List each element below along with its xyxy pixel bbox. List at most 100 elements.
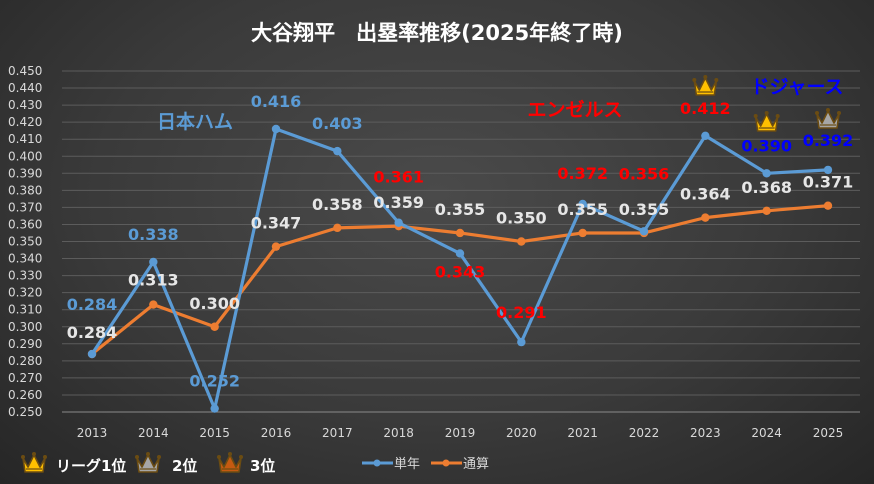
single-year-label: 0.403 [312, 114, 363, 133]
x-tick-label: 2020 [506, 426, 537, 440]
data-point [762, 169, 771, 178]
rank-legend-label: リーグ1位 [56, 457, 126, 475]
crown-icon [753, 111, 780, 132]
cumulative-label: 0.368 [741, 178, 792, 197]
cumulative-label: 0.313 [128, 271, 179, 290]
crown-body [22, 454, 46, 473]
data-point [455, 228, 465, 238]
cumulative-label: 0.355 [619, 200, 670, 219]
crown-jewel [826, 108, 830, 112]
data-point [333, 146, 342, 156]
single-year-label: 0.416 [251, 92, 302, 111]
team-era-label: エンゼルス [527, 98, 622, 121]
y-tick-label: 0.270 [8, 371, 42, 385]
crown-jewel [714, 78, 719, 82]
single-year-label: 0.338 [128, 225, 179, 244]
data-point [517, 337, 526, 347]
data-point [517, 237, 526, 246]
data-point [210, 322, 219, 331]
legend-marker [373, 459, 381, 467]
cumulative-label: 0.350 [496, 209, 547, 228]
y-tick-label: 0.300 [8, 320, 42, 334]
crown-jewel [837, 111, 841, 115]
legend: リーグ1位 2位 3位 単年 通算 [21, 452, 489, 475]
x-tick-label: 2025 [813, 426, 844, 440]
rank-crowns [692, 75, 841, 132]
y-tick-label: 0.340 [8, 252, 42, 266]
y-tick-label: 0.400 [8, 149, 42, 163]
crown-body [754, 113, 779, 132]
data-point [149, 257, 158, 267]
cumulative-label: 0.355 [557, 200, 608, 219]
y-axis-ticks: 0.250 0.260 0.270 0.280 0.290 0.300 0.310 0.320… [8, 64, 42, 419]
team-era-label: ドジャース [750, 76, 843, 98]
crown-jewel [703, 75, 708, 79]
data-point [639, 227, 649, 236]
series-legend-label: 単年 [394, 456, 420, 472]
x-tick-label: 2015 [199, 426, 230, 440]
crown-jewel [157, 455, 161, 459]
data-point [333, 223, 342, 233]
y-tick-label: 0.410 [8, 132, 42, 146]
y-tick-label: 0.390 [8, 166, 42, 180]
x-tick-label: 2017 [322, 426, 353, 440]
crown-jewel [775, 114, 780, 118]
y-tick-label: 0.430 [8, 98, 42, 112]
data-point [578, 228, 587, 238]
cumulative-label: 0.371 [803, 173, 854, 192]
data-point [578, 199, 587, 209]
y-tick-label: 0.320 [8, 286, 42, 300]
team-era-label: 日本ハム [157, 110, 233, 133]
x-tick-label: 2023 [690, 426, 721, 440]
y-tick-label: 0.350 [8, 235, 42, 249]
gridlines [62, 70, 860, 413]
cumulative-label: 0.347 [251, 214, 302, 233]
y-tick-label: 0.260 [8, 388, 42, 402]
y-tick-label: 0.420 [8, 115, 42, 129]
team-era-labels: 日本ハム エンゼルス ドジャース [157, 76, 844, 133]
crown-jewel [753, 114, 758, 118]
cumulative-label: 0.364 [680, 185, 731, 204]
y-tick-label: 0.250 [8, 405, 42, 419]
cumulative-label: 0.300 [189, 294, 240, 313]
chart-title: 大谷翔平 出塁率推移(2025年終了時) [251, 21, 623, 45]
data-point [823, 165, 833, 175]
crown-body [136, 454, 160, 473]
cumulative-label: 0.284 [67, 323, 118, 342]
single-year-label: 0.284 [67, 295, 118, 314]
x-tick-label: 2024 [751, 426, 782, 440]
single-year-label: 0.390 [741, 136, 792, 155]
series-legend-label: 通算 [463, 457, 489, 472]
y-tick-label: 0.310 [8, 303, 42, 317]
crown-jewel [43, 455, 47, 459]
single-year-label: 0.343 [435, 262, 486, 281]
data-point [271, 242, 281, 251]
crown-jewel [32, 452, 36, 456]
cumulative-label: 0.359 [373, 193, 424, 212]
x-tick-label: 2014 [138, 426, 169, 440]
crown-jewel [815, 111, 819, 115]
single-year-label: 0.392 [803, 131, 854, 150]
x-axis-ticks: 2013 2014 2015 2016 2017 2018 2019 2020 2021 2022… [77, 426, 844, 440]
data-point [762, 206, 771, 216]
crown-jewel [764, 111, 769, 115]
crown-jewel [239, 455, 243, 459]
data-point [701, 213, 710, 222]
crown-icon [692, 75, 719, 96]
data-point [455, 249, 465, 258]
x-tick-label: 2013 [77, 426, 108, 440]
data-point [87, 349, 97, 359]
single-year-label: 0.291 [496, 303, 547, 322]
y-tick-label: 0.280 [8, 354, 42, 368]
crown-jewel [21, 455, 25, 459]
crown-body [693, 77, 718, 96]
rank-legend-label: 3位 [250, 457, 275, 475]
x-tick-label: 2022 [629, 426, 660, 440]
series-lines [87, 124, 833, 413]
single-year-label: 0.356 [619, 164, 670, 183]
x-tick-label: 2016 [261, 426, 292, 440]
single-year-label: 0.412 [680, 99, 731, 118]
data-point [149, 300, 158, 309]
crown-jewel [135, 455, 139, 459]
